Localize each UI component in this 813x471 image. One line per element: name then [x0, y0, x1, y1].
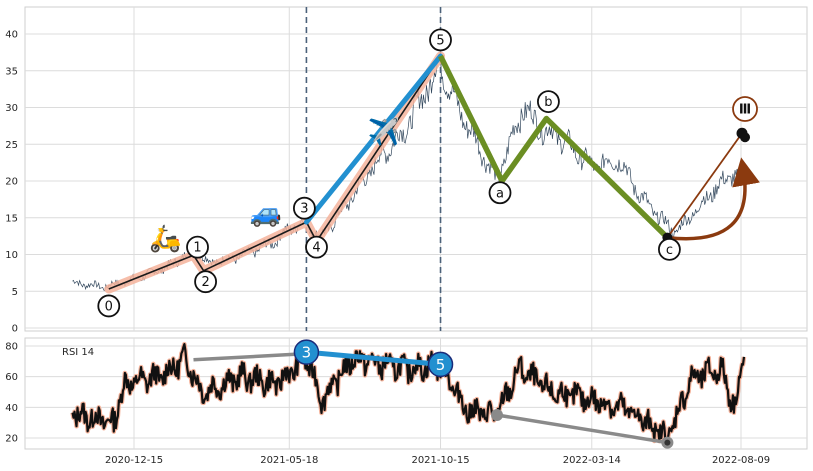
wave-label-0: 0: [105, 299, 113, 314]
rsi-wave-3-5-line: [306, 349, 441, 367]
scooter-icon: 🛵: [149, 224, 181, 254]
rsi-y-tick-label: 40: [5, 403, 18, 414]
y-tick-label: 35: [5, 66, 18, 77]
wave-overlays: [104, 7, 760, 449]
wave-label-circle: [488, 181, 512, 205]
y-tick-label: 0: [12, 324, 18, 335]
rsi-overlays: 35: [193, 339, 674, 449]
x-tick-label: 2022-03-14: [563, 455, 621, 466]
y-tick-label: 15: [5, 213, 18, 224]
wave-labels: 0 1 2 3 4 5 a b c Ⅲ: [97, 28, 758, 318]
wave-label-2: 2: [201, 275, 209, 290]
rsi-wave-label-3: 3: [302, 344, 312, 362]
rsi-divergence-line-2: [496, 413, 668, 445]
x-tick-label: 2021-05-18: [260, 455, 318, 466]
wave-label-circle: [293, 196, 316, 220]
wave-label-circle: [305, 235, 328, 259]
wave-label-c: c: [666, 243, 673, 258]
wave-label-3: 3: [300, 202, 308, 217]
wave-label-circle: [537, 90, 560, 114]
rsi-wave-marker: [427, 351, 454, 378]
price-plot-area: [24, 6, 808, 332]
price-y-axis: 0 5 10 15 20 25 30 35 40: [5, 30, 18, 335]
x-tick-label: 2020-12-15: [105, 455, 163, 466]
wave-label-circle: [658, 237, 681, 261]
y-tick-label: 25: [5, 140, 18, 151]
rsi-line: [71, 343, 746, 443]
rsi-divergence-line-1: [193, 351, 307, 362]
x-tick-label: 2022-08-09: [712, 455, 770, 466]
rsi-wave-label-5: 5: [436, 356, 446, 374]
rsi-series: [70, 341, 747, 444]
x-tick-label: 2021-10-15: [411, 455, 469, 466]
wave-label-circle: [732, 96, 758, 122]
rsi-y-tick-label: 60: [5, 372, 18, 383]
rsi-y-tick-label: 20: [5, 434, 18, 445]
correction-wave-line: [438, 54, 670, 240]
wave-label-b: b: [544, 95, 552, 110]
wave-label-1: 1: [193, 241, 201, 256]
wave-label-Ⅲ: Ⅲ: [739, 102, 751, 117]
rsi-wave-marker: [293, 339, 320, 365]
projection-line: [666, 132, 743, 239]
rsi-title: RSI 14: [62, 347, 94, 358]
wave-label-5: 5: [436, 33, 444, 48]
wave-3-5-line: [303, 53, 444, 225]
projection-curve-arrow: [667, 157, 760, 241]
y-tick-label: 5: [12, 287, 18, 298]
wave-label-a: a: [496, 186, 504, 201]
x-axis: 2020-12-15 2021-05-18 2021-10-15 2022-03-14…: [105, 455, 770, 466]
impulse-wave-line: [108, 55, 442, 290]
wave-label-circle: [194, 270, 217, 294]
wave-label-circle: [186, 235, 209, 259]
rsi-y-tick-label: 80: [5, 342, 18, 353]
y-tick-label: 20: [5, 177, 18, 188]
wave-label-circle: [97, 294, 121, 318]
airplane-icon: ✈️: [368, 116, 400, 148]
rsi-y-axis: 20 40 60 80: [5, 342, 18, 445]
y-tick-label: 40: [5, 30, 18, 41]
price-grid: [25, 7, 807, 331]
rsi-divergence-dot-core: [664, 439, 671, 446]
y-tick-label: 10: [5, 250, 18, 261]
car-icon: 🚙: [250, 198, 282, 228]
y-tick-label: 30: [5, 103, 18, 114]
wave-label-4: 4: [312, 241, 320, 256]
rsi-divergence-dot: [490, 409, 503, 421]
wave-icons: 🛵 🚙 ✈️: [149, 116, 400, 255]
wave-iii-dot-2: [740, 132, 751, 143]
wave-label-circle: [429, 28, 452, 52]
